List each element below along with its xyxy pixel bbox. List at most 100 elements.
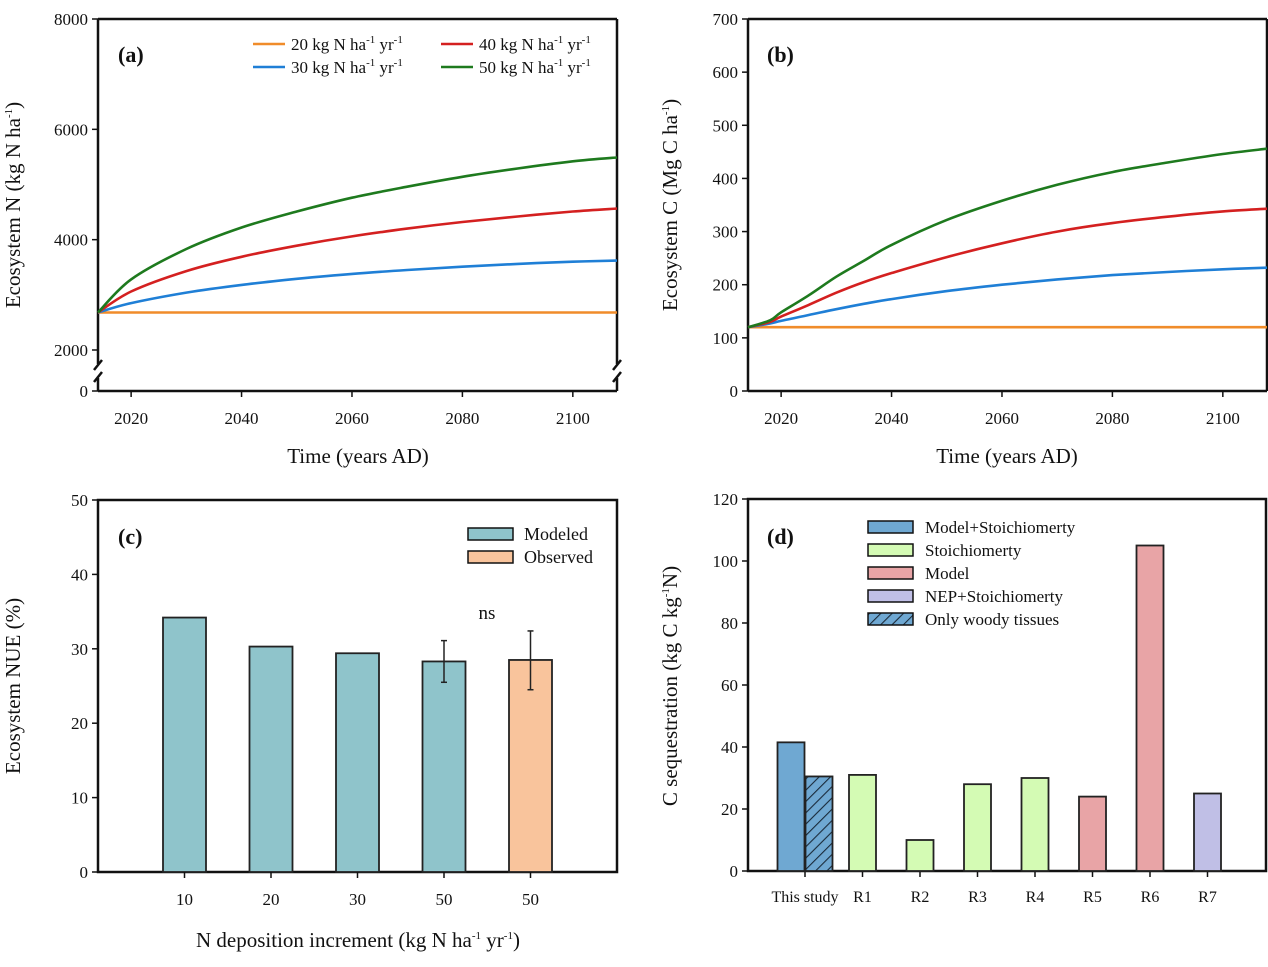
legend-swatch-observed bbox=[467, 550, 514, 564]
axis-break-mark bbox=[93, 371, 103, 383]
y-tick-label: 4000 bbox=[54, 231, 88, 250]
x-tick-label: 10 bbox=[176, 890, 193, 909]
x-tick-label: 20 bbox=[263, 890, 280, 909]
x-axis-title-a: Time (years AD) bbox=[287, 444, 429, 468]
x-tick-label: R3 bbox=[968, 889, 987, 906]
y-tick-label: 30 bbox=[71, 640, 88, 659]
x-tick-label: 2060 bbox=[335, 409, 369, 428]
y-tick-label: 6000 bbox=[54, 120, 88, 139]
axis-break-mark bbox=[93, 359, 103, 371]
panel-label-d: (d) bbox=[767, 524, 794, 549]
panel-a-ecosystem-n: 0 2000 4000 6000 8000 2020 2040 2060 2080 2100 (a… bbox=[1, 10, 622, 468]
series-line-40 bbox=[97, 207, 618, 314]
y-tick-label: 60 bbox=[721, 676, 738, 695]
axis-break-mark bbox=[612, 359, 622, 371]
panel-label-a: (a) bbox=[118, 42, 144, 67]
x-tick-label: R7 bbox=[1198, 889, 1217, 906]
y-tick-label: 80 bbox=[721, 614, 738, 633]
legend-label-nep-stoichiomerty: NEP+Stoichiomerty bbox=[925, 587, 1064, 606]
legend-label-30: 30 kg N ha-1 yr-1 bbox=[291, 57, 403, 77]
panel-c-ecosystem-nue: 0 10 20 30 40 50 10 20 30 50 50 ns Modeled Observed (… bbox=[1, 491, 619, 952]
bar-r7 bbox=[1193, 792, 1222, 872]
annotation-ns: ns bbox=[479, 603, 496, 624]
legend-label-observed: Observed bbox=[524, 547, 593, 567]
bar-modeled bbox=[421, 660, 467, 873]
bar-modeled bbox=[248, 645, 294, 873]
y-tick-label: 8000 bbox=[54, 10, 88, 29]
panel-label-b: (b) bbox=[767, 42, 794, 67]
legend-swatch-stoichiomerty bbox=[867, 543, 914, 557]
panel-label-c: (c) bbox=[118, 524, 142, 549]
legend-swatch-nep-stoichiomerty bbox=[867, 589, 914, 603]
x-tick-label: 2080 bbox=[1095, 409, 1129, 428]
legend-swatch-only-woody-tissues bbox=[867, 612, 914, 626]
bar-modeled bbox=[162, 616, 207, 873]
panel-b-ecosystem-c: 0 100 200 300 400 500 600 700 2020 2040 2060 2080 21… bbox=[658, 10, 1268, 468]
series-line-30 bbox=[97, 259, 618, 314]
x-tick-label: 2080 bbox=[445, 409, 479, 428]
x-tick-label: R5 bbox=[1083, 889, 1102, 906]
y-tick-label: 10 bbox=[71, 789, 88, 808]
y-tick-label: 0 bbox=[80, 382, 89, 401]
x-tick-label: R2 bbox=[911, 889, 930, 906]
legend-swatch-model bbox=[867, 566, 914, 580]
legend-a: 20 kg N ha-1 yr-1 30 kg N ha-1 yr-1 40 kg … bbox=[253, 34, 591, 77]
x-tick-label: 2100 bbox=[1206, 409, 1240, 428]
series-line-1 bbox=[747, 266, 1268, 329]
axis-break-mark bbox=[612, 371, 622, 383]
legend-label-only-woody-tissues: Only woody tissues bbox=[925, 610, 1059, 629]
y-tick-label: 0 bbox=[730, 382, 739, 401]
series-line-2 bbox=[747, 207, 1268, 329]
bar-r3 bbox=[963, 783, 992, 872]
y-tick-label: 20 bbox=[71, 714, 88, 733]
bar-r5 bbox=[1078, 795, 1107, 872]
x-tick-label: R4 bbox=[1026, 889, 1045, 906]
y-tick-label: 2000 bbox=[54, 341, 88, 360]
y-tick-label: 50 bbox=[71, 491, 88, 510]
y-axis-title-a: Ecosystem N (kg N ha-1) bbox=[1, 102, 25, 308]
x-axis-title-c: N deposition increment (kg N ha-1 yr-1) bbox=[196, 928, 520, 952]
y-tick-label: 400 bbox=[713, 169, 739, 188]
x-tick-label: 2020 bbox=[114, 409, 148, 428]
y-tick-label: 200 bbox=[713, 276, 739, 295]
series-line-50 bbox=[97, 156, 618, 314]
legend-label-model: Model bbox=[925, 564, 970, 583]
y-axis-title-c: Ecosystem NUE (%) bbox=[1, 598, 25, 774]
bar-modeled bbox=[335, 652, 380, 873]
x-tick-label: 2100 bbox=[556, 409, 590, 428]
y-tick-label: 0 bbox=[80, 863, 89, 882]
panel-d-c-sequestration: 0 20 40 60 80 100 120 This study R1 R2 R3 R4 R5 R6 R7 M… bbox=[658, 490, 1268, 906]
y-tick-label: 20 bbox=[721, 800, 738, 819]
legend-label-modeled: Modeled bbox=[524, 524, 588, 544]
x-tick-label: 50 bbox=[436, 890, 453, 909]
legend-swatch-model-stoichiomerty bbox=[867, 520, 914, 534]
bar-r6 bbox=[1135, 544, 1165, 872]
legend-label-20: 20 kg N ha-1 yr-1 bbox=[291, 34, 403, 54]
x-tick-label: This study bbox=[771, 889, 838, 906]
legend-swatch-modeled bbox=[467, 527, 514, 541]
legend-label-model-stoichiomerty: Model+Stoichiomerty bbox=[925, 518, 1076, 537]
y-axis-title-b: Ecosystem C (Mg C ha-1) bbox=[658, 99, 682, 311]
legend-label-stoichiomerty: Stoichiomerty bbox=[925, 541, 1022, 560]
x-axis-title-b: Time (years AD) bbox=[936, 444, 1078, 468]
y-tick-label: 100 bbox=[713, 329, 739, 348]
bar-this-study bbox=[804, 775, 834, 872]
x-tick-label: R1 bbox=[853, 889, 872, 906]
legend-label-40: 40 kg N ha-1 yr-1 bbox=[479, 34, 591, 54]
bar-observed bbox=[508, 659, 553, 873]
series-line-3 bbox=[747, 147, 1268, 329]
y-tick-label: 500 bbox=[713, 116, 739, 135]
x-tick-label: R6 bbox=[1141, 889, 1160, 906]
y-tick-label: 300 bbox=[713, 223, 739, 242]
y-tick-label: 600 bbox=[713, 63, 739, 82]
y-tick-label: 0 bbox=[730, 862, 739, 881]
bar-r2 bbox=[905, 839, 935, 872]
x-tick-label: 30 bbox=[349, 890, 366, 909]
legend-label-50: 50 kg N ha-1 yr-1 bbox=[479, 57, 591, 77]
x-tick-label: 2020 bbox=[764, 409, 798, 428]
bar-r1 bbox=[848, 774, 877, 872]
bar-r4 bbox=[1020, 777, 1050, 872]
y-tick-label: 100 bbox=[713, 552, 739, 571]
x-tick-label: 2060 bbox=[985, 409, 1019, 428]
